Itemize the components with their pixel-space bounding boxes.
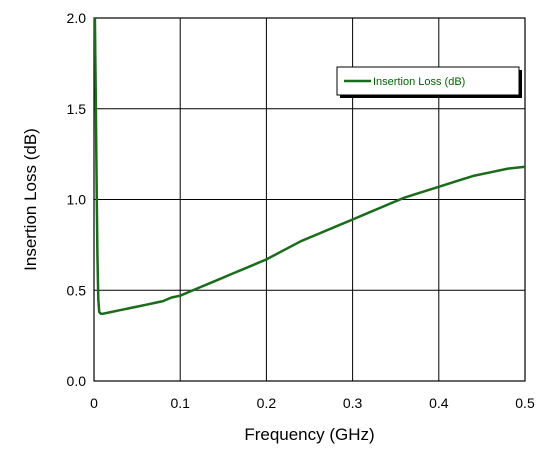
x-tick-labels: 0 0.1 0.2 0.3 0.4 0.5 <box>90 395 535 411</box>
x-tick-label: 0 <box>90 395 98 411</box>
legend-label: Insertion Loss (dB) <box>373 76 465 88</box>
x-axis-title: Frequency (GHz) <box>244 425 374 444</box>
series-line <box>93 17 526 316</box>
y-tick-label: 0.5 <box>67 282 87 298</box>
x-tick-label: 0.1 <box>170 395 190 411</box>
y-tick-label: 1.0 <box>67 192 87 208</box>
x-tick-label: 0.3 <box>343 395 363 411</box>
y-tick-label: 2.0 <box>67 10 87 26</box>
x-tick-label: 0.5 <box>515 395 535 411</box>
x-tick-label: 0.4 <box>429 395 449 411</box>
plot-frame <box>93 17 526 382</box>
y-tick-labels: 0.0 0.5 1.0 1.5 2.0 <box>67 10 87 389</box>
x-tick-label: 0.2 <box>257 395 277 411</box>
y-tick-label: 0.0 <box>67 373 87 389</box>
series-layer <box>93 17 526 316</box>
y-axis-title: Insertion Loss (dB) <box>21 128 40 271</box>
legend: Insertion Loss (dB) <box>336 66 522 98</box>
y-tick-label: 1.5 <box>67 101 87 117</box>
